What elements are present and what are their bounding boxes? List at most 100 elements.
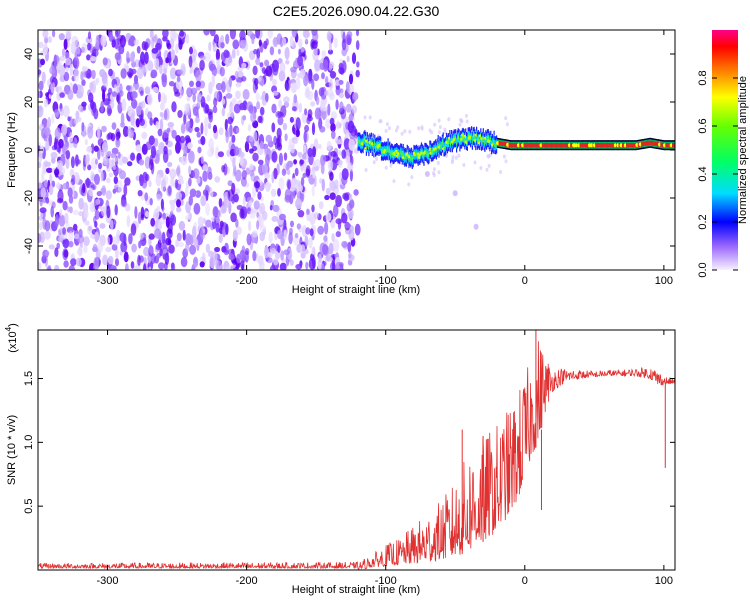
noise-blob <box>329 71 337 79</box>
noise-blob <box>309 228 314 237</box>
noise-blob <box>314 59 321 72</box>
noise-blob <box>168 262 171 268</box>
noise-blob <box>252 152 259 162</box>
noise-blob <box>81 79 86 86</box>
noise-blob <box>332 204 339 218</box>
noise-blob <box>287 180 292 190</box>
ridge-core <box>649 140 651 145</box>
noise-blob <box>135 118 140 128</box>
noise-blob <box>140 109 144 121</box>
noise-blob <box>169 67 177 80</box>
noise-blob <box>199 59 205 71</box>
speckle <box>364 168 368 172</box>
speckle <box>375 157 379 161</box>
ridge-core <box>536 143 538 148</box>
ridge-core <box>642 141 644 147</box>
noise-blob <box>298 38 303 48</box>
speckle <box>433 122 437 127</box>
noise-blob <box>160 179 166 192</box>
noise-blob <box>54 247 59 258</box>
ridge-core <box>529 143 531 148</box>
noise-blob <box>159 118 164 132</box>
noise-blob <box>108 31 114 42</box>
noise-blob <box>319 178 323 184</box>
noise-blob <box>41 170 45 183</box>
noise-blob <box>214 246 221 253</box>
ridge-core <box>570 143 572 148</box>
noise-blob <box>44 36 49 44</box>
noise-blob <box>64 212 69 224</box>
noise-blob <box>81 43 88 54</box>
noise-blob <box>239 208 245 219</box>
noise-blob <box>289 179 296 192</box>
x-tick-label: -200 <box>236 575 258 587</box>
noise-blob <box>38 80 44 91</box>
speckle <box>384 128 388 133</box>
noise-blob <box>324 194 330 201</box>
ridge-core <box>437 142 439 146</box>
ridge-core <box>370 141 372 146</box>
noise-blob <box>250 112 257 123</box>
noise-blob <box>188 195 193 206</box>
colorbar-tick-label: 0.0 <box>697 262 709 277</box>
noise-blob <box>215 146 220 160</box>
figure-title: C2E5.2026.090.04.22.G30 <box>273 3 440 19</box>
noise-blob <box>119 35 126 48</box>
noise-blob <box>91 184 97 191</box>
noise-blob <box>90 99 95 110</box>
noise-blob <box>62 182 70 190</box>
ridge-core <box>604 143 606 148</box>
noise-blob <box>65 158 70 170</box>
snr-panel: -300 -200 -100 0 100 0.5 1.0 1.5 Height of str… <box>4 323 676 596</box>
ridge-core <box>456 137 458 142</box>
noise-blob <box>54 264 60 270</box>
speckle <box>372 160 376 165</box>
noise-blob <box>284 47 290 60</box>
noise-blob <box>180 155 188 166</box>
noise-blob <box>106 205 111 219</box>
noise-blob <box>197 146 202 154</box>
ridge-core <box>494 143 496 147</box>
noise-blob <box>115 30 121 36</box>
noise-blob <box>61 124 68 136</box>
noise-blob <box>162 253 167 260</box>
ridge-core <box>580 143 582 148</box>
noise-blob <box>111 243 118 251</box>
ridge-core <box>612 143 614 148</box>
noise-blob <box>84 154 90 167</box>
noise-blob <box>144 86 151 95</box>
noise-blob <box>144 51 149 64</box>
ridge-core <box>652 141 654 146</box>
ridge-core <box>610 143 612 148</box>
noise-blob <box>267 30 274 39</box>
noise-blob <box>307 75 313 84</box>
ridge-core <box>609 143 611 148</box>
noise-blob <box>272 90 279 96</box>
noise-blob <box>63 38 68 50</box>
noise-blob <box>159 111 164 118</box>
ridge-core <box>463 136 465 141</box>
noise-blob <box>226 149 231 157</box>
noise-blob <box>200 195 207 207</box>
noise-blob <box>231 97 237 107</box>
noise-blob <box>311 30 318 36</box>
snr-frame <box>37 329 676 571</box>
noise-blob <box>297 151 303 158</box>
spectrogram-y-axis-title: Frequency (Hz) <box>6 112 18 188</box>
ridge-core <box>530 143 532 148</box>
noise-blob <box>94 220 98 228</box>
noise-blob <box>130 152 136 161</box>
ridge-core <box>511 143 513 148</box>
ridge-core <box>653 141 655 146</box>
noise-blob <box>184 103 190 114</box>
noise-blob <box>314 107 322 120</box>
noise-blob <box>332 238 340 252</box>
noise-blob <box>240 176 247 187</box>
noise-blob <box>311 247 315 255</box>
ridge-core <box>408 156 410 161</box>
noise-blob <box>149 117 153 126</box>
noise-blob <box>322 154 327 163</box>
noise-blob <box>107 255 114 265</box>
noise-blob <box>178 39 183 50</box>
